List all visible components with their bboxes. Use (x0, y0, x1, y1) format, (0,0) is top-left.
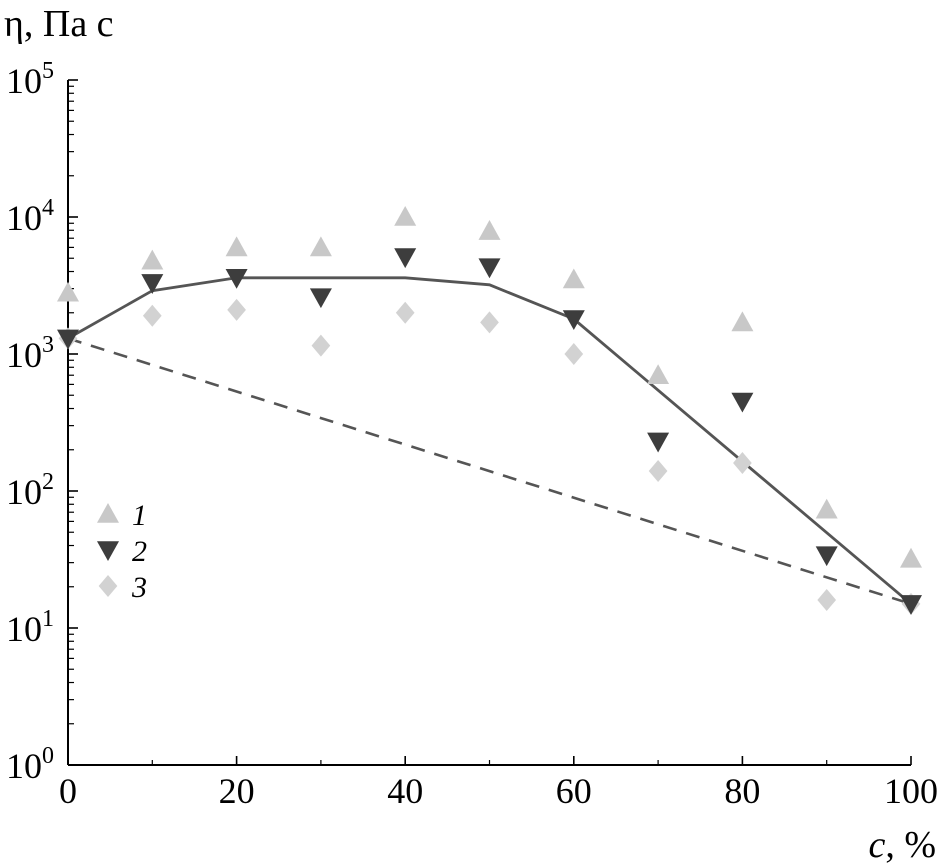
x-tick-label: 60 (556, 771, 592, 811)
series-2-point (900, 595, 922, 615)
y-tick-label: 104 (6, 195, 54, 238)
series-1-point (731, 311, 754, 332)
series-2-point (394, 248, 417, 269)
series-1-point (815, 498, 838, 519)
legend-label-3: 3 (131, 571, 147, 604)
series-3-point (564, 343, 584, 365)
x-tick-label: 100 (884, 771, 938, 811)
series-3-point (311, 334, 331, 357)
series-2-point (562, 310, 585, 331)
legend-label-1: 1 (132, 499, 147, 532)
series-3-point (648, 459, 668, 482)
series-1-point (141, 249, 164, 270)
series-1-point (57, 281, 79, 302)
series-2-point (57, 329, 79, 350)
series-1-point (394, 206, 417, 226)
x-tick-label: 20 (219, 771, 255, 811)
y-tick-label: 102 (6, 469, 54, 512)
series-2-point (815, 546, 838, 567)
series-3-point (395, 301, 415, 324)
legend-marker-1 (97, 503, 119, 523)
x-tick-label: 0 (59, 771, 77, 811)
y-tick-label: 100 (6, 743, 54, 786)
dashed-fit-line (67, 337, 912, 606)
series-3-point (817, 589, 837, 612)
series-2-point (141, 274, 164, 294)
series-1-point (562, 268, 585, 289)
series-2-point (309, 288, 332, 309)
series-1-point (225, 236, 248, 257)
y-tick-label: 101 (6, 606, 54, 649)
y-tick-label: 105 (6, 58, 54, 101)
axes: 0 20 40 60 80 100 100 101 102 103 104 105 (6, 58, 938, 811)
series-1-point (647, 364, 670, 385)
legend: 123 (97, 499, 147, 604)
series-3-point (142, 304, 162, 327)
x-tick-label: 80 (724, 771, 760, 811)
data-points (57, 206, 922, 615)
legend-label-2: 2 (132, 535, 147, 568)
series-3-point (733, 452, 752, 475)
x-tick-label: 40 (387, 771, 423, 811)
series-2-point (647, 432, 670, 453)
series-1-point (309, 236, 332, 257)
y-axis-title: η, Па с (4, 3, 114, 45)
legend-marker-2 (97, 541, 119, 561)
series-1-point (900, 547, 922, 568)
x-axis-title: c, % (868, 824, 936, 866)
y-tick-label: 103 (6, 332, 54, 375)
legend-marker-3 (98, 575, 118, 597)
series-2-point (731, 392, 754, 413)
series-3-point (227, 298, 246, 321)
series-2-point (478, 258, 501, 279)
series-2-point (225, 268, 248, 289)
series-3-point (480, 311, 499, 334)
series-1-point (478, 220, 501, 240)
